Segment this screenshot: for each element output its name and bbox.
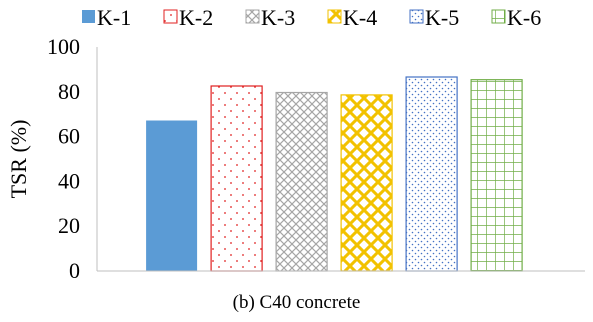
bar-k-4 xyxy=(340,94,393,272)
bar-k-2 xyxy=(210,85,263,272)
legend-label: K-1 xyxy=(97,5,131,30)
y-tick-label: 20 xyxy=(58,213,80,238)
legend-item-k-1: K-1 xyxy=(82,5,131,30)
legend-label: K-3 xyxy=(261,5,295,30)
y-tick-label: 100 xyxy=(47,34,80,59)
chart-legend: K-1 K-2 K-3 K-4 K-5 K-6 xyxy=(82,5,541,30)
legend-item-k-3: K-3 xyxy=(245,5,295,30)
legend-label: K-4 xyxy=(343,5,377,30)
legend-label: K-6 xyxy=(507,5,541,30)
legend-item-k-5: K-5 xyxy=(409,5,459,30)
legend-swatch xyxy=(327,9,342,24)
legend-item-k-6: K-6 xyxy=(491,5,541,30)
legend-swatch xyxy=(163,9,178,24)
bar-group xyxy=(146,76,523,272)
legend-label: K-2 xyxy=(179,5,213,30)
y-tick-label: 0 xyxy=(69,258,80,283)
legend-item-k-2: K-2 xyxy=(163,5,213,30)
y-axis: 0 20 40 60 80 100 TSR (%) xyxy=(6,34,98,283)
legend-item-k-4: K-4 xyxy=(327,5,377,30)
bar-k-1 xyxy=(146,120,198,271)
y-tick-label: 60 xyxy=(58,124,80,149)
bar-k-6 xyxy=(470,79,523,272)
legend-swatch xyxy=(82,10,95,23)
figure-caption: (b) C40 concrete xyxy=(232,292,361,313)
tsr-bar-chart: K-1 K-2 K-3 K-4 K-5 K-6 0 20 40 60 80 100 TSR (%) xyxy=(6,5,585,283)
legend-label: K-5 xyxy=(425,5,459,30)
y-tick-label: 80 xyxy=(58,79,80,104)
y-tick-label: 40 xyxy=(58,168,80,193)
legend-swatch xyxy=(245,9,260,24)
y-axis-label: TSR (%) xyxy=(6,120,31,199)
legend-swatch xyxy=(491,9,506,24)
bar-k-5 xyxy=(405,76,458,272)
legend-swatch xyxy=(409,9,424,24)
bar-k-3 xyxy=(275,91,328,272)
